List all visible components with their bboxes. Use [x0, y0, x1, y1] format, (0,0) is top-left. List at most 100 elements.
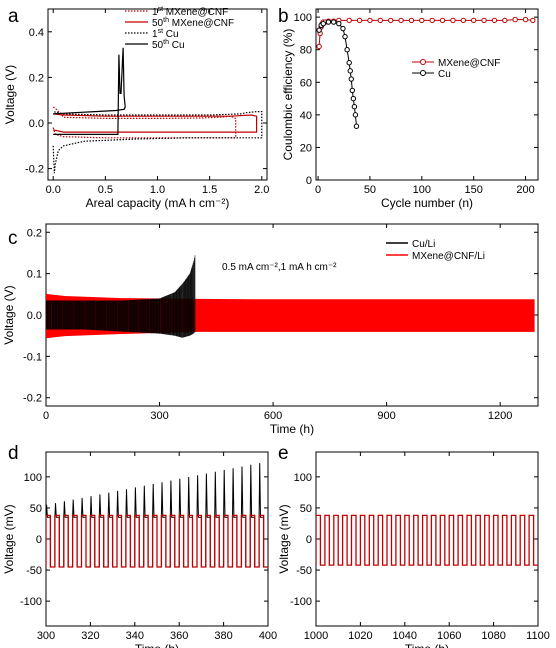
series-line	[53, 113, 258, 133]
data-point	[336, 20, 342, 27]
y-tick-label: 0.2	[27, 227, 42, 239]
series-line	[46, 514, 268, 568]
x-tick-label: 1040	[393, 630, 417, 642]
panel-label: b	[278, 6, 289, 27]
x-tick-label: 0.5	[98, 184, 113, 196]
y-axis-label: Voltage (mV)	[2, 504, 16, 573]
data-point	[356, 17, 363, 24]
y-tick-label: 0.1	[27, 269, 42, 281]
y-tick-label: -100	[290, 596, 312, 608]
y-tick-label: -0.2	[23, 393, 42, 405]
x-tick-label: 1060	[437, 630, 461, 642]
series-line	[52, 111, 263, 174]
x-tick-label: 1200	[488, 410, 512, 422]
y-tick-label: -50	[26, 565, 42, 577]
y-tick-label: 0.4	[29, 27, 44, 39]
series-line	[53, 47, 126, 135]
x-tick-label: 340	[126, 630, 144, 642]
y-tick-label: -50	[296, 565, 312, 577]
x-tick-label: 1020	[348, 630, 372, 642]
x-axis-label: Time (h)	[270, 422, 314, 436]
x-axis-label: Areal capacity (mA h cm⁻²)	[86, 196, 230, 210]
y-axis-label: Voltage (V)	[2, 285, 16, 344]
panel-label: a	[8, 6, 19, 27]
x-tick-label: 1000	[304, 630, 328, 642]
x-tick-label: 1100	[526, 630, 550, 642]
data-point	[522, 16, 529, 23]
y-tick-label: 100	[294, 472, 312, 484]
y-tick-label: 0.0	[27, 310, 42, 322]
data-point	[387, 17, 394, 24]
series-line	[52, 106, 237, 139]
x-tick-label: 320	[81, 630, 99, 642]
legend-entry: Cu	[438, 69, 451, 80]
y-axis-label: Voltage (V)	[3, 65, 17, 124]
y-tick-label: -100	[20, 596, 42, 608]
x-tick-label: 100	[413, 184, 431, 196]
y-axis-label: Voltage (mV)	[277, 504, 291, 573]
x-tick-label: 300	[150, 410, 168, 422]
x-tick-label: 0	[43, 410, 49, 422]
data-point	[342, 33, 348, 40]
legend-entry: 1st Cu	[152, 28, 179, 40]
data-point	[491, 17, 498, 24]
data-point	[367, 17, 373, 24]
panel-label: c	[8, 228, 18, 249]
legend-entry: 50th MXene@CNF	[152, 17, 234, 29]
y-tick-label: 60	[300, 77, 312, 89]
data-point	[408, 17, 415, 24]
x-tick-label: 300	[37, 630, 55, 642]
legend-entry: MXene@CNF/Li	[412, 251, 485, 262]
data-point	[429, 17, 435, 24]
data-point	[398, 17, 404, 24]
data-point	[502, 17, 508, 24]
data-point	[350, 95, 357, 102]
legend-marker	[420, 59, 426, 65]
y-tick-label: 100	[294, 12, 312, 24]
x-tick-label: 50	[364, 184, 376, 196]
x-tick-label: 150	[465, 184, 483, 196]
data-point	[530, 17, 536, 24]
legend-entry: 50th Cu	[152, 39, 185, 51]
x-tick-label: 0.0	[46, 184, 61, 196]
data-point	[344, 47, 350, 53]
x-tick-label: 2.0	[254, 184, 269, 196]
data-point	[347, 68, 353, 74]
y-tick-label: 50	[300, 503, 312, 515]
panel-label: e	[278, 443, 289, 464]
data-point	[346, 17, 352, 24]
data-point	[320, 20, 326, 27]
x-axis-label: Cycle number (n)	[381, 196, 473, 210]
data-point	[512, 16, 518, 23]
data-point	[439, 17, 446, 24]
panel-e-axes: 1000 1020 1040 1060 1080 1100 -100 -50 0 50 100 Tim…	[277, 443, 550, 648]
panel-label: d	[8, 443, 19, 464]
data-point	[352, 112, 359, 118]
annotation: 0.5 mA cm⁻²,1 mA h cm⁻²	[222, 262, 337, 273]
data-point	[450, 17, 456, 24]
plot-frame	[315, 8, 539, 181]
data-point	[348, 76, 354, 82]
legend-entry: 1st MXene@CNF	[152, 6, 228, 18]
data-point	[481, 17, 487, 24]
y-tick-label: -0.1	[23, 351, 42, 363]
data-point	[349, 87, 356, 94]
data-point	[340, 25, 346, 32]
x-axis-label: Time (h)	[135, 642, 179, 648]
x-tick-label: 900	[377, 410, 395, 422]
x-tick-label: 1.0	[150, 184, 165, 196]
legend-entry: Cu/Li	[412, 239, 435, 250]
x-tick-label: 400	[259, 630, 277, 642]
x-tick-label: 380	[214, 630, 232, 642]
data-point	[460, 17, 467, 24]
data-point	[470, 17, 477, 24]
panel-c-axes: 0 300 600 900 1200 -0.2 -0.1 0.0 0.1 0.2 Time (h) V…	[2, 223, 539, 436]
y-tick-label: 100	[24, 472, 42, 484]
x-tick-label: 0	[315, 184, 321, 196]
x-tick-label: 600	[264, 410, 282, 422]
